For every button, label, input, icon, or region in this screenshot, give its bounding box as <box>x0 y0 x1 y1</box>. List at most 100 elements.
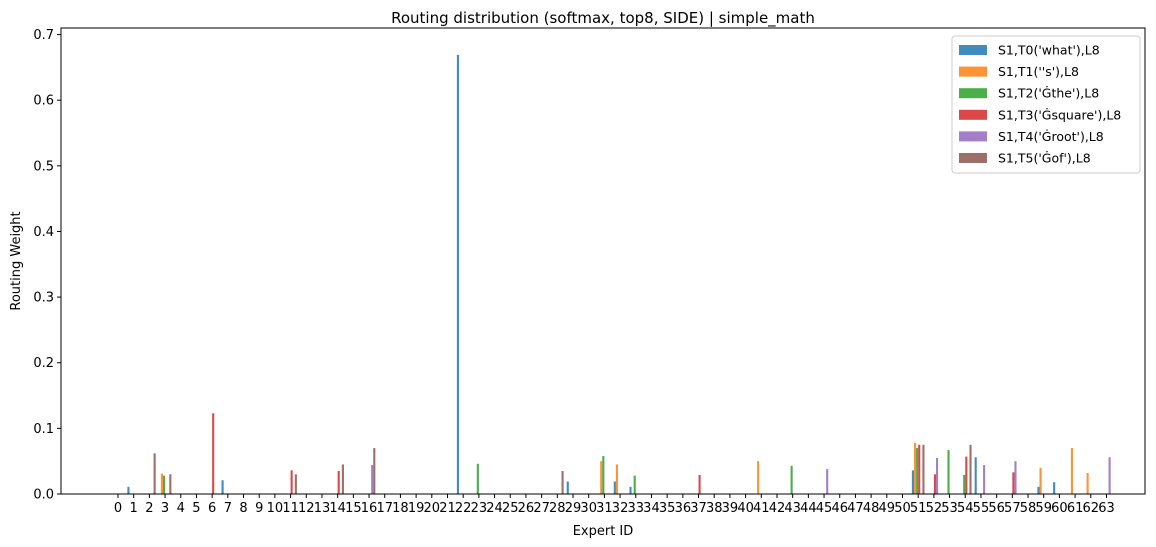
x-tick-label: 23 <box>471 501 488 516</box>
x-tick-label: 28 <box>549 501 566 516</box>
x-tick-label: 26 <box>518 501 535 516</box>
axes-layer <box>60 27 1146 495</box>
x-tick-label: 61 <box>1067 501 1084 516</box>
legend-swatch <box>959 131 987 142</box>
x-tick-label: 38 <box>706 501 723 516</box>
bar <box>160 473 163 494</box>
x-tick-label: 63 <box>1098 501 1115 516</box>
x-tick-label: 40 <box>737 501 754 516</box>
bar <box>916 448 919 494</box>
bar <box>290 470 293 494</box>
x-tick-label: 45 <box>816 501 833 516</box>
bar <box>169 474 172 494</box>
x-tick-label: 32 <box>612 501 629 516</box>
bar <box>566 481 569 494</box>
bar <box>974 457 977 494</box>
bar <box>911 470 914 494</box>
x-tick-label: 62 <box>1083 501 1100 516</box>
x-tick-label: 4 <box>177 501 185 516</box>
x-tick-label: 53 <box>941 501 958 516</box>
y-tick-label: 0.0 <box>33 488 54 503</box>
bar <box>162 475 166 494</box>
bar <box>1039 467 1042 494</box>
y-tick-label: 0.7 <box>33 28 54 43</box>
x-tick-label: 36 <box>675 501 692 516</box>
bar <box>602 455 605 494</box>
x-tick-label: 19 <box>408 501 425 516</box>
x-tick-label: 59 <box>1035 501 1052 516</box>
x-tick-label: 56 <box>988 501 1005 516</box>
y-axis-ticks: 0.0 0.1 0.2 0.3 0.4 0.5 0.6 0.7 <box>33 28 61 503</box>
x-tick-label: 35 <box>659 501 676 516</box>
y-tick-label: 0.6 <box>33 94 54 109</box>
y-tick-label: 0.3 <box>33 291 54 306</box>
x-tick-label: 50 <box>894 501 911 516</box>
x-tick-label: 41 <box>753 501 770 516</box>
x-tick-label: 47 <box>847 501 864 516</box>
bar <box>341 464 344 494</box>
x-tick-label: 15 <box>345 501 362 516</box>
x-tick-label: 7 <box>224 501 232 516</box>
x-tick-label: 54 <box>957 501 974 516</box>
x-tick-label: 52 <box>926 501 943 516</box>
x-tick-label: 6 <box>208 501 216 516</box>
bar <box>698 474 701 494</box>
y-tick-label: 0.4 <box>33 225 54 240</box>
x-tick-label: 20 <box>424 501 441 516</box>
x-tick-label: 34 <box>643 501 660 516</box>
x-tick-label: 37 <box>690 501 707 516</box>
bar <box>1014 461 1017 494</box>
y-tick-label: 0.2 <box>33 356 54 371</box>
plot-frame <box>60 27 1146 495</box>
bar <box>757 461 760 494</box>
legend-swatch <box>959 45 987 55</box>
bar <box>790 465 793 494</box>
x-tick-label: 33 <box>627 501 644 516</box>
legend-swatch <box>959 153 987 163</box>
bar <box>371 465 374 494</box>
bar <box>963 474 966 494</box>
x-axis-label: Expert ID <box>573 524 634 539</box>
x-tick-label: 10 <box>267 501 284 516</box>
bar <box>947 450 950 494</box>
x-tick-label: 21 <box>439 501 456 516</box>
bar <box>1053 482 1056 494</box>
bar <box>1070 448 1073 494</box>
legend-swatch <box>959 66 987 77</box>
x-tick-label: 58 <box>1020 501 1037 516</box>
bar <box>633 475 636 494</box>
bar <box>600 461 603 494</box>
bar <box>153 453 156 494</box>
x-tick-label: 16 <box>361 501 378 516</box>
legend-frame <box>951 35 1141 174</box>
x-tick-label: 57 <box>1004 501 1021 516</box>
bar <box>1108 457 1111 494</box>
x-tick-label: 1 <box>130 501 138 516</box>
x-tick-label: 22 <box>455 501 472 516</box>
x-tick-label: 9 <box>255 501 263 516</box>
x-tick-label: 25 <box>502 501 519 516</box>
x-tick-label: 48 <box>863 501 880 516</box>
x-tick-label: 18 <box>392 501 409 516</box>
legend-swatch <box>959 88 987 99</box>
bar <box>1086 473 1089 494</box>
y-axis-label: Routing Weight <box>9 211 24 310</box>
x-tick-label: 11 <box>282 501 299 516</box>
bar <box>629 486 632 494</box>
bar <box>969 444 972 494</box>
bar <box>127 486 130 494</box>
x-tick-label: 49 <box>879 501 896 516</box>
x-tick-label: 0 <box>114 501 122 516</box>
legend-label: S1,T2('Ġthe'),L8 <box>998 85 1099 101</box>
bar <box>373 448 376 494</box>
x-tick-label: 17 <box>376 501 393 516</box>
x-tick-label: 29 <box>565 501 582 516</box>
legend-label: S1,T0('what'),L8 <box>998 43 1100 58</box>
x-tick-label: 55 <box>973 501 990 516</box>
bar <box>933 474 936 494</box>
legend-label: S1,T3('Ġsquare'),L8 <box>998 106 1121 122</box>
x-tick-label: 44 <box>800 501 817 516</box>
x-tick-label: 43 <box>784 501 801 516</box>
bar <box>337 471 340 494</box>
